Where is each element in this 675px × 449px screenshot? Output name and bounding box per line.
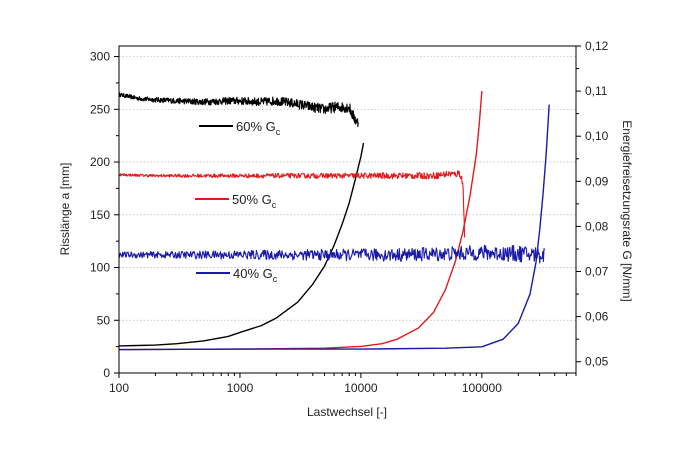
- series-50-crack-length: [118, 170, 466, 238]
- gridlines: [119, 56, 576, 321]
- y-left-tick-label: 200: [90, 155, 110, 169]
- y-left-tick-label: 250: [90, 102, 110, 116]
- x-tick-label: 100: [109, 381, 129, 395]
- y-left-axis-title: Risslänge a [mm]: [58, 163, 72, 256]
- y-right-tick-label: 0,07: [585, 265, 609, 279]
- x-axis-title: Lastwechsel [-]: [307, 405, 387, 419]
- x-tick-label: 100000: [462, 381, 502, 395]
- y-right-tick-label: 0,05: [585, 355, 609, 369]
- plot-frame: [118, 45, 577, 374]
- legend-label-60: 60% Gc: [236, 119, 281, 137]
- series-60-energy-rate: [118, 142, 365, 347]
- series-50-energy-rate: [118, 91, 483, 351]
- y-right-tick-label: 0,10: [585, 129, 609, 143]
- legend-label-40: 40% Gc: [233, 266, 278, 284]
- series-40-energy-rate: [118, 104, 550, 351]
- legend-label-50: 50% Gc: [232, 192, 277, 210]
- y-left-tick-label: 0: [103, 366, 110, 380]
- y-right-tick-label: 0,09: [585, 174, 609, 188]
- y-right-axis-title: Energiefreisetzungsrate G [N/mm]: [620, 120, 634, 301]
- y-right-axis-ticks: 0,05 0,06 0,07 0,08 0,09 0,10 0,11 0,12: [576, 39, 609, 369]
- y-right-tick-label: 0,08: [585, 219, 609, 233]
- y-left-tick-label: 300: [90, 50, 110, 64]
- x-tick-label: 1000: [227, 381, 254, 395]
- series-40-crack-length: [118, 244, 546, 264]
- y-left-axis-ticks: 0 50 100 150 200 250 300: [90, 50, 119, 380]
- y-right-tick-label: 0,06: [585, 310, 609, 324]
- y-right-tick-label: 0,12: [585, 39, 609, 53]
- legend: 60% Gc 50% Gc 40% Gc: [195, 119, 281, 284]
- x-tick-label: 10000: [344, 381, 378, 395]
- series-60-crack-length: [118, 92, 359, 128]
- series-layer: [118, 91, 550, 351]
- y-right-tick-label: 0,11: [585, 84, 608, 98]
- y-left-tick-label: 150: [90, 208, 110, 222]
- x-axis-ticks: 100 1000 10000 100000: [109, 373, 577, 395]
- y-left-tick-label: 100: [90, 261, 110, 275]
- y-left-tick-label: 50: [97, 313, 111, 327]
